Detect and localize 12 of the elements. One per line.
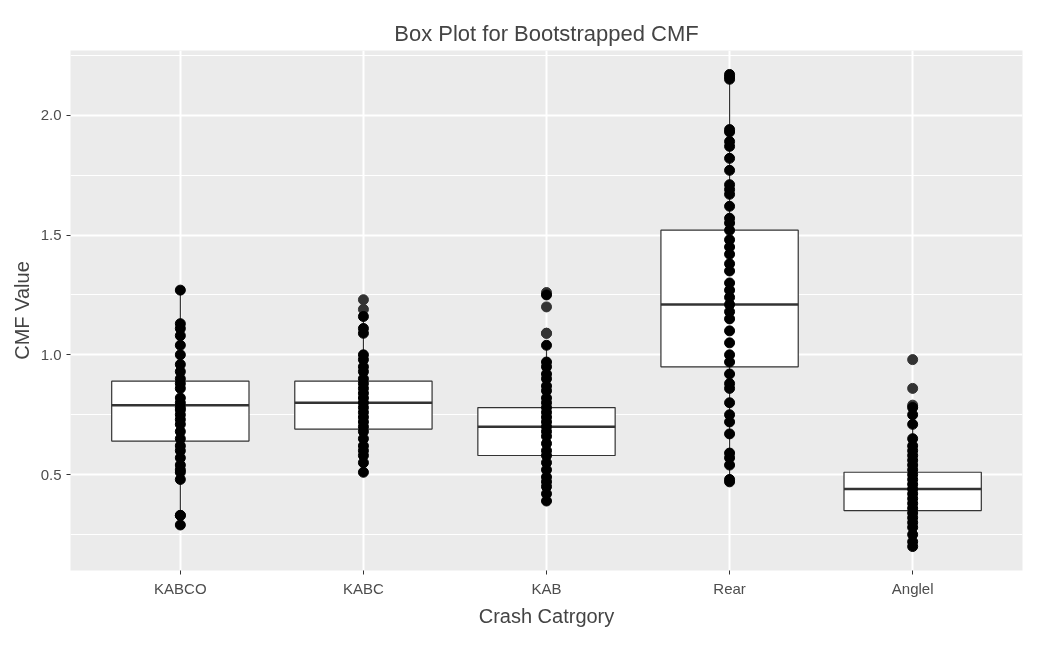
x-tick-label: Rear — [713, 579, 746, 597]
chart-title: Box Plot for Bootstrapped CMF — [394, 20, 699, 46]
x-tick-label: KABC — [343, 579, 385, 597]
y-tick-label: 1.0 — [40, 345, 62, 363]
y-axis-title: CMF Value — [10, 261, 33, 360]
y-tick-label: 2.0 — [40, 106, 62, 124]
y-tick-label: 0.5 — [40, 465, 62, 483]
x-tick-label: Anglel — [891, 579, 934, 597]
x-tick-label: KABCO — [154, 579, 207, 597]
y-tick-label: 1.5 — [40, 226, 62, 244]
x-tick-label: KAB — [531, 579, 562, 597]
x-axis-title: Crash Catrgory — [478, 604, 615, 627]
